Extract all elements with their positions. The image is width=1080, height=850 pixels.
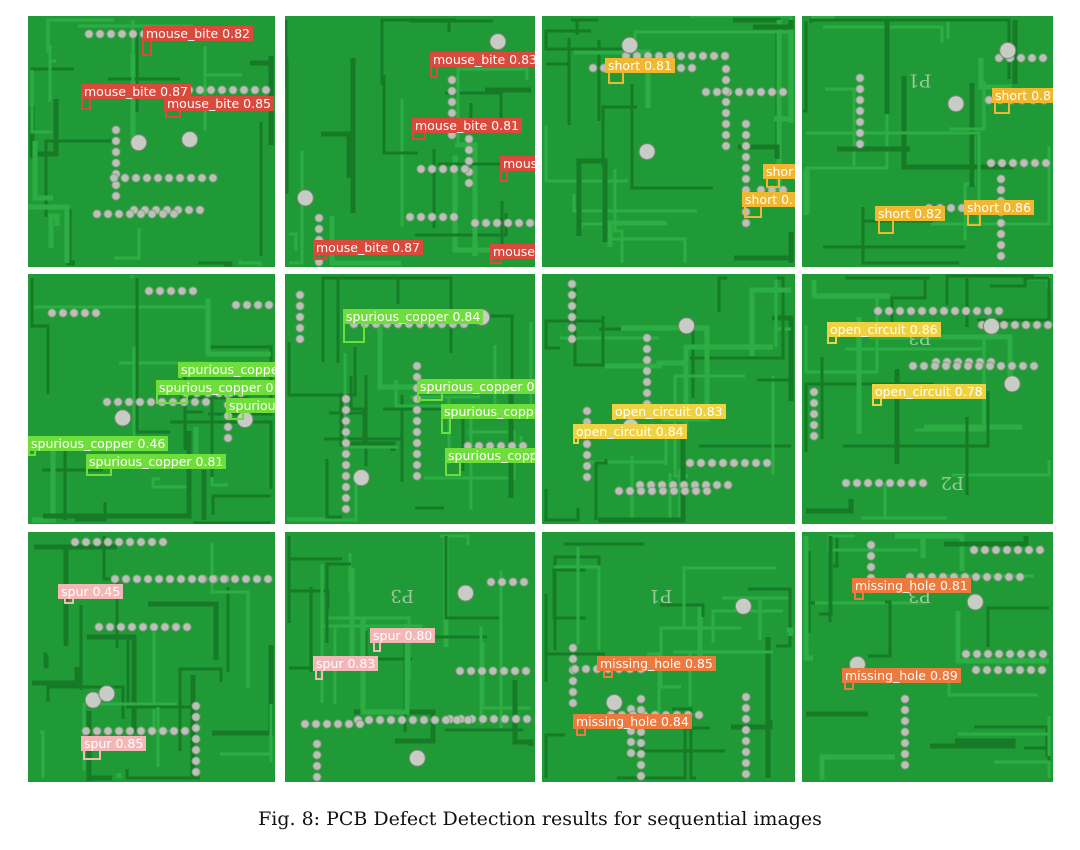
detection-label: open_circuit 0.84	[573, 424, 687, 439]
detection-label: mouse_bite 0.83	[430, 52, 535, 67]
detection-label: missing_hole 0.84	[573, 714, 692, 729]
detection-label: missing_hole 0.89	[842, 668, 961, 683]
detection-bounding-box	[343, 321, 365, 343]
detection-results-grid: mouse_bite 0.82 mouse_bite 0.87 mouse_bite…	[28, 16, 1053, 782]
pcb-tile-row2-col2: spurious_copper 0.84 spurious_copper 0 spu…	[285, 274, 535, 524]
pcb-tile-row3-col1: spur 0.45 spur 0.85	[28, 532, 275, 782]
detection-label: short 0.8	[992, 88, 1053, 103]
silkscreen-label: P1	[649, 585, 673, 606]
pcb-board-image	[542, 16, 795, 267]
detection-label: mouse_bite 0.82	[143, 26, 254, 41]
pcb-board-image	[28, 532, 275, 782]
pcb-board-image	[542, 274, 795, 524]
detection-label: spur 0.80	[370, 628, 436, 643]
detection-label: missing_hole 0.85	[597, 656, 716, 671]
detection-label: spurious_copper 0	[156, 380, 275, 395]
detection-label: mouse_bite 0.81	[412, 118, 523, 133]
detection-label: spur 0.85	[81, 736, 147, 751]
detection-label: spurious_copp	[441, 404, 535, 419]
detection-label: open_circuit 0.83	[612, 404, 726, 419]
pcb-board-image: P1	[802, 16, 1053, 267]
silkscreen-label: P3	[390, 585, 414, 606]
detection-label: short 0.	[742, 192, 795, 207]
detection-label: short 0.81	[605, 58, 675, 73]
pcb-tile-row3-col2: P3 spur 0.80 spur 0.83	[285, 532, 535, 782]
pcb-board-image	[28, 274, 275, 524]
detection-label: open_circuit 0.78	[872, 384, 986, 399]
figure-caption: Fig. 8: PCB Defect Detection results for…	[258, 808, 822, 830]
pcb-tile-row3-col4: P3 missing_hole 0.81 missing_hole 0.89	[802, 532, 1053, 782]
detection-label: mouse_bite 0.87	[81, 84, 192, 99]
detection-label: spurious_copper 0.81	[86, 454, 227, 469]
detection-label: spurious_copper 0.46	[28, 436, 169, 451]
pcb-tile-row2-col4: P3 P2 open_circuit 0.86 open_circuit 0.78	[802, 274, 1053, 524]
detection-label: short 0.86	[964, 200, 1034, 215]
detection-label: spur 0.45	[58, 584, 124, 599]
detection-label: spur 0.83	[313, 656, 379, 671]
detection-label: mouse	[490, 244, 535, 259]
pcb-tile-row1-col2: mouse_bite 0.83 mouse_bite 0.81 mouse mouse…	[285, 16, 535, 267]
pcb-tile-row2-col1: spurious_coppe spurious_copper 0 spurious s…	[28, 274, 275, 524]
pcb-tile-row3-col3: P1 missing_hole 0.85 missing_hole 0.84	[542, 532, 795, 782]
pcb-tile-row1-col3: short 0.81 shor short 0.	[542, 16, 795, 267]
pcb-tile-row1-col1: mouse_bite 0.82 mouse_bite 0.87 mouse_bite…	[28, 16, 275, 267]
detection-label: spurious_copper 0	[417, 379, 535, 394]
detection-label: spurious_copper 0.84	[343, 309, 484, 324]
detection-label: spurious	[226, 398, 275, 413]
detection-label: shor	[763, 164, 795, 179]
pcb-board-image: P3	[802, 532, 1053, 782]
detection-label: mouse	[500, 156, 535, 171]
detection-label: mouse_bite 0.87	[313, 240, 424, 255]
detection-label: mouse_bite 0.85	[164, 96, 275, 111]
detection-label: short 0.82	[875, 206, 945, 221]
detection-label: open_circuit 0.86	[827, 322, 941, 337]
silkscreen-label: P1	[908, 69, 932, 90]
detection-label: missing_hole 0.81	[852, 578, 971, 593]
pcb-tile-row2-col3: open_circuit 0.83 open_circuit 0.84	[542, 274, 795, 524]
pcb-tile-row1-col4: P1 short 0.8 short 0.82 short 0.86	[802, 16, 1053, 267]
detection-label: spurious_copp	[445, 448, 535, 463]
detection-label: spurious_coppe	[178, 362, 275, 377]
silkscreen-label: P2	[940, 472, 964, 493]
